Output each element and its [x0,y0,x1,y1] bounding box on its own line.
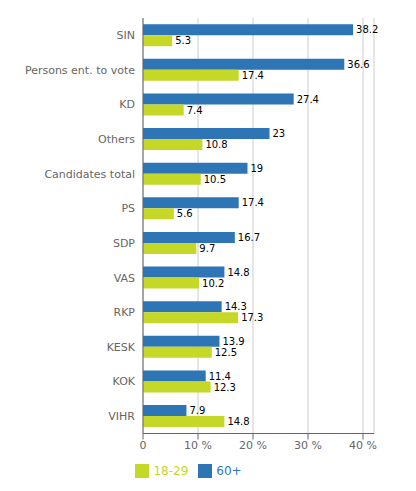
svg-text:19: 19 [251,163,264,174]
svg-text:36.6: 36.6 [347,59,369,70]
svg-text:SIN: SIN [117,29,135,42]
svg-text:KOK: KOK [113,375,136,388]
svg-text:RKP: RKP [114,306,136,319]
svg-text:9.7: 9.7 [199,243,215,254]
svg-text:20 %: 20 % [239,439,267,452]
svg-text:30 %: 30 % [294,439,322,452]
svg-text:10.5: 10.5 [204,174,226,185]
svg-text:PS: PS [121,202,135,215]
svg-text:27.4: 27.4 [297,94,319,105]
svg-text:10.8: 10.8 [205,139,227,150]
svg-text:12.5: 12.5 [215,347,237,358]
svg-text:38.2: 38.2 [356,24,378,35]
svg-text:KD: KD [119,98,135,111]
svg-text:10.2: 10.2 [202,278,224,289]
svg-text:17.4: 17.4 [242,70,264,81]
html-text:60+: 60+ [216,463,242,478]
svg-text:17.3: 17.3 [241,312,263,323]
svg-text:23: 23 [273,128,286,139]
svg-text:14.8: 14.8 [227,416,249,427]
svg-text:40 %: 40 % [349,439,377,452]
svg-text:7.9: 7.9 [189,405,205,416]
svg-text:5.3: 5.3 [175,35,191,46]
svg-text:12.3: 12.3 [214,382,236,393]
svg-text:17.4: 17.4 [242,197,264,208]
svg-text:Others: Others [98,133,135,146]
svg-text:SDP: SDP [113,237,135,250]
svg-text:16.7: 16.7 [238,232,260,243]
svg-text:7.4: 7.4 [187,105,203,116]
svg-text:14.8: 14.8 [227,267,249,278]
svg-text:Candidates total: Candidates total [44,168,135,181]
svg-text:VIHR: VIHR [108,410,135,423]
svg-text:VAS: VAS [114,272,135,285]
svg-text:5.6: 5.6 [177,208,193,219]
html-text:18-29: 18-29 [153,463,189,478]
svg-text:10 %: 10 % [184,439,212,452]
svg-text:13.9: 13.9 [222,336,244,347]
svg-text:0: 0 [140,439,147,452]
svg-text:14.3: 14.3 [225,301,247,312]
svg-text:11.4: 11.4 [209,371,231,382]
svg-text:Persons ent. to vote: Persons ent. to vote [25,64,135,77]
svg-text:KESK: KESK [107,341,136,354]
